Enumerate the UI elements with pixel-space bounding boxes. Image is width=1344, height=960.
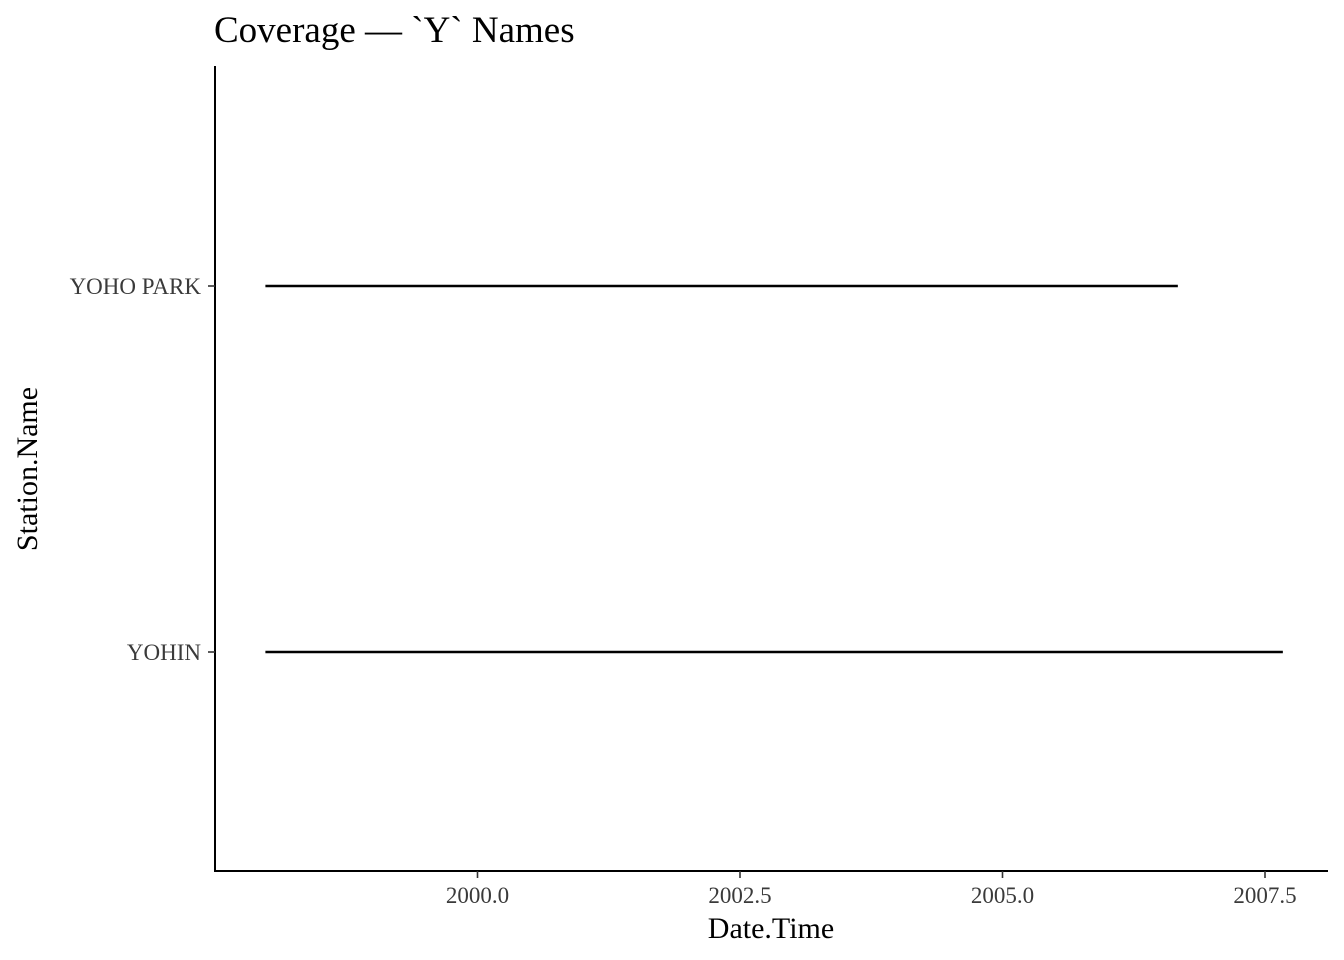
y-axis-ticks: YOHO PARK YOHIN bbox=[70, 274, 215, 665]
y-tick-label: YOHO PARK bbox=[70, 274, 202, 299]
coverage-segments bbox=[265, 284, 1283, 654]
x-tick-label: 2000.0 bbox=[446, 883, 509, 908]
chart-title: Coverage — `Y` Names bbox=[214, 10, 575, 51]
x-tick-label: 2007.5 bbox=[1233, 883, 1296, 908]
plot-area: YOHO PARK YOHIN 2000.0 2002.5 2005.0 2007.5 bbox=[70, 66, 1328, 908]
x-axis-title: Date.Time bbox=[708, 912, 834, 945]
x-axis-ticks: 2000.0 2002.5 2005.0 2007.5 bbox=[446, 871, 1297, 908]
y-axis-title: Station.Name bbox=[11, 387, 44, 551]
x-tick-label: 2002.5 bbox=[708, 883, 771, 908]
y-tick-label: YOHIN bbox=[127, 640, 201, 665]
x-tick-label: 2005.0 bbox=[971, 883, 1034, 908]
